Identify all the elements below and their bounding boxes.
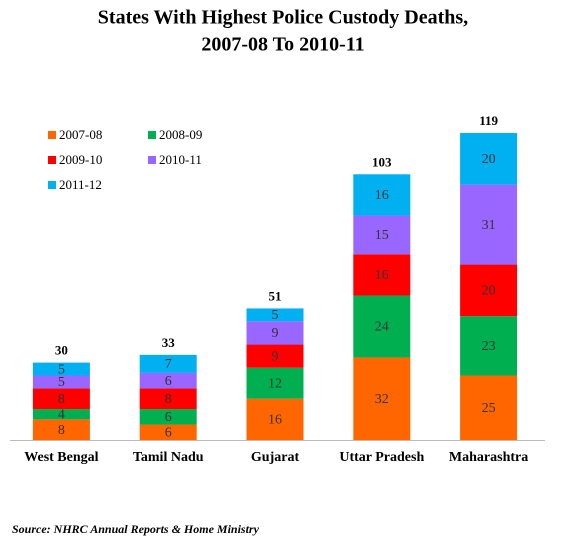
bar-segment bbox=[32, 388, 90, 410]
data-label: 31 bbox=[482, 218, 496, 233]
data-label: 24 bbox=[375, 320, 389, 335]
chart-title: 2007-08 To 2010-11 bbox=[201, 34, 364, 56]
bar-segment bbox=[32, 375, 90, 389]
data-label: 23 bbox=[482, 339, 496, 354]
x-tick-label: Uttar Pradesh bbox=[339, 450, 424, 465]
legend-label: 2007-08 bbox=[59, 127, 102, 142]
legend-swatch bbox=[48, 181, 56, 189]
data-label: 6 bbox=[165, 374, 172, 389]
data-label: 32 bbox=[375, 392, 389, 407]
data-label: 20 bbox=[482, 284, 496, 299]
bar-segment bbox=[460, 133, 518, 185]
data-label: 16 bbox=[375, 268, 389, 283]
legend-label: 2009-10 bbox=[59, 152, 102, 167]
bar-segment bbox=[246, 398, 304, 440]
x-tick-label: Gujarat bbox=[251, 450, 300, 465]
bar-segment bbox=[246, 321, 304, 345]
data-label: 20 bbox=[482, 152, 496, 167]
bar-segment bbox=[353, 215, 411, 255]
bar-segment bbox=[460, 184, 518, 265]
bar-segment bbox=[460, 316, 518, 376]
legend-swatch bbox=[48, 131, 56, 139]
bar-segment bbox=[460, 264, 518, 317]
legend-swatch bbox=[148, 131, 156, 139]
bar-segment bbox=[139, 372, 197, 389]
total-label: 33 bbox=[162, 335, 176, 350]
data-label: 9 bbox=[272, 349, 279, 364]
data-label: 5 bbox=[58, 362, 65, 377]
legend-swatch bbox=[148, 156, 156, 164]
data-label: 25 bbox=[482, 401, 496, 416]
bar-segment bbox=[460, 375, 518, 440]
total-label: 103 bbox=[372, 154, 392, 169]
x-tick-label: West Bengal bbox=[24, 450, 98, 465]
data-label: 6 bbox=[165, 425, 172, 440]
bar-segment bbox=[32, 419, 90, 440]
bar-segment bbox=[353, 254, 411, 296]
data-label: 16 bbox=[375, 188, 389, 203]
bar-segment bbox=[139, 409, 197, 425]
x-tick-label: Tamil Nadu bbox=[133, 450, 204, 465]
x-tick-label: Maharashtra bbox=[449, 450, 528, 465]
data-label: 8 bbox=[165, 392, 172, 407]
data-label: 6 bbox=[165, 410, 172, 425]
data-label: 15 bbox=[375, 228, 389, 243]
bar-segment bbox=[32, 362, 90, 376]
legend-label: 2010-11 bbox=[159, 152, 202, 167]
data-label: 8 bbox=[58, 392, 65, 407]
bar-segment bbox=[246, 308, 304, 322]
data-label: 16 bbox=[268, 413, 282, 428]
bar-segment bbox=[139, 354, 197, 373]
legend-label: 2011-12 bbox=[59, 177, 102, 192]
data-label: 4 bbox=[58, 407, 65, 422]
data-label: 7 bbox=[165, 357, 172, 372]
bar-segment bbox=[246, 344, 304, 368]
bar-segment bbox=[32, 409, 90, 420]
total-label: 51 bbox=[269, 288, 282, 303]
bar-segment bbox=[139, 388, 197, 410]
chart-title: States With Highest Police Custody Death… bbox=[98, 7, 468, 29]
data-label: 12 bbox=[268, 376, 282, 391]
bar-segment bbox=[246, 367, 304, 399]
total-label: 119 bbox=[479, 113, 498, 128]
data-label: 8 bbox=[58, 423, 65, 438]
bar-segment bbox=[353, 357, 411, 440]
data-label: 9 bbox=[272, 326, 279, 341]
total-label: 30 bbox=[55, 343, 68, 358]
data-label: 5 bbox=[58, 375, 65, 390]
legend-swatch bbox=[48, 156, 56, 164]
bar-segment bbox=[353, 295, 411, 358]
source: Source: NHRC Annual Reports & Home Minis… bbox=[12, 522, 260, 536]
bar-segment bbox=[139, 424, 197, 440]
data-label: 5 bbox=[272, 308, 279, 323]
legend-label: 2008-09 bbox=[159, 127, 202, 142]
bar-segment bbox=[353, 174, 411, 216]
